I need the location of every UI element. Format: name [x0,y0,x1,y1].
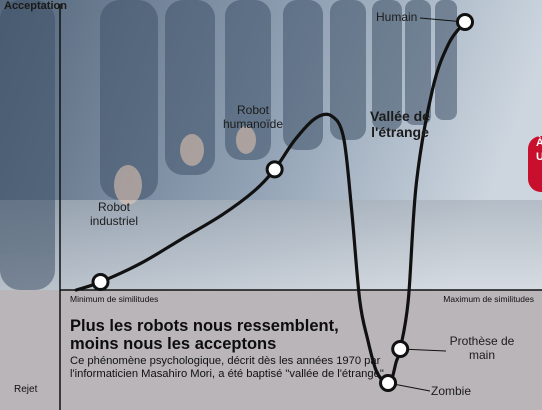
label-robot-industriel: Robot industriel [89,200,139,228]
label-zombie: Zombie [431,384,472,398]
badge-line-1: À [536,137,542,149]
acceptance-curve [74,20,467,386]
corner-badge: À U [528,136,542,192]
headline-line-1: Plus les robots nous ressemblent, [70,317,339,335]
label-robot-humanoide: Robot humanoïde [222,103,284,131]
marker-zombie [379,374,398,392]
marker-prothese [391,340,410,358]
x-max-label: Maximum de similitudes [443,294,534,304]
headline-line-2: moins nous les acceptons [70,335,277,353]
marker-robot-industriel [91,272,110,291]
x-min-label: Minimum de similitudes [70,294,159,304]
headline: Plus les robots nous ressemblent, moins … [70,317,339,353]
valley-annotation: Vallée de l'étrange [370,108,430,140]
y-axis-label: Acceptation [4,0,67,12]
label-prothese: Prothèse de main [449,334,515,362]
marker-humain [456,13,474,31]
reject-label: Rejet [14,384,38,395]
badge-line-2: U [536,151,542,163]
body-text: Ce phénomène psychologique, décrit dès l… [70,355,387,380]
marker-robot-humanoide [265,160,284,179]
data-markers [91,13,474,392]
label-humain: Humain [376,10,418,24]
